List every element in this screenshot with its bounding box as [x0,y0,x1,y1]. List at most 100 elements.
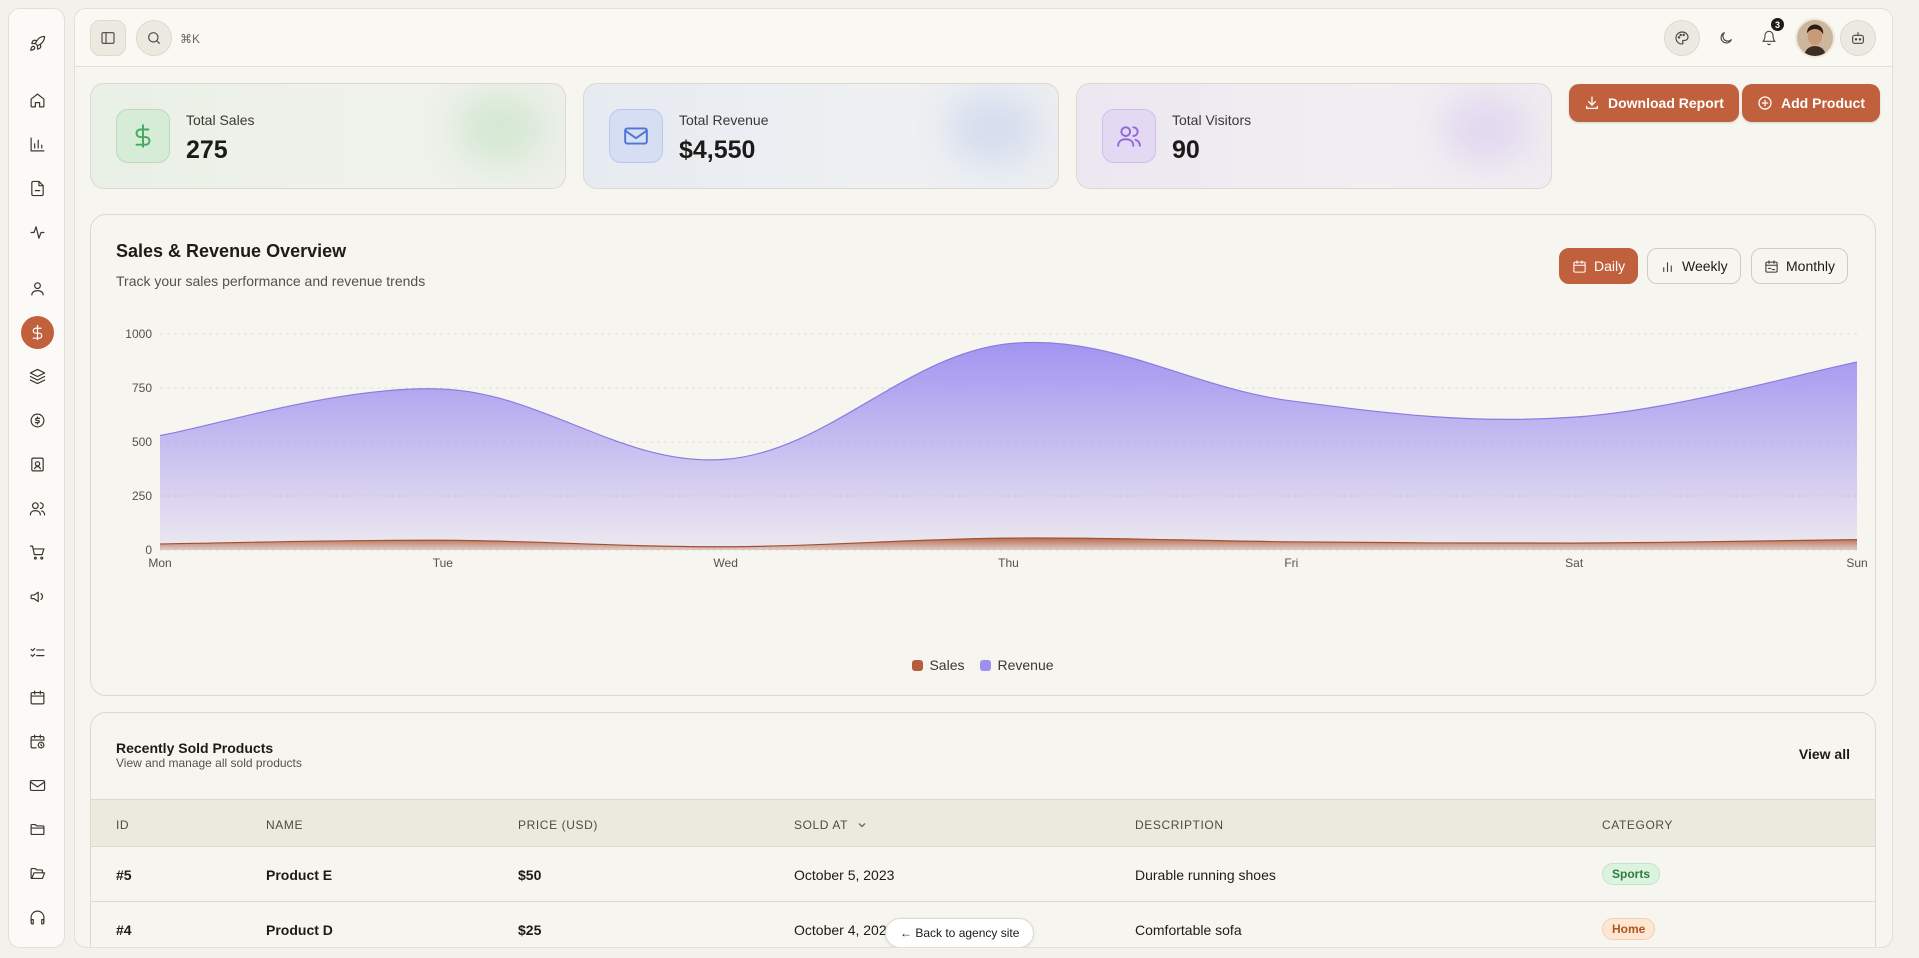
theme-palette-button[interactable] [1664,20,1700,56]
y-tick-label: 250 [132,489,152,503]
chart-title: Sales & Revenue Overview [116,241,347,261]
series-line-sales [159,537,1858,548]
download-report-label: Download Report [1608,95,1724,111]
add-product-label: Add Product [1781,95,1865,111]
headphones-icon [30,910,45,925]
sidebar-item-mail[interactable] [21,769,54,802]
search-button[interactable] [136,20,172,56]
toggle-sidebar-button[interactable] [90,20,126,56]
x-tick-label: Wed [713,556,737,570]
sidebar-item-home[interactable] [21,84,54,117]
stat-glow-decoration [948,94,1038,164]
area-sales [160,537,1857,550]
column-header-sold-at[interactable]: SOLD AT [794,818,868,832]
column-header-category[interactable]: CATEGORY [1602,818,1674,832]
table-row[interactable]: #5 Product E $50 October 5, 2023 Durable… [91,847,1875,902]
y-tick-label: 750 [132,381,152,395]
download-icon [1586,96,1598,109]
moon-icon [1720,32,1732,44]
folder-open-icon [30,867,46,880]
bell-icon [1762,30,1776,46]
column-header-id[interactable]: ID [116,818,130,832]
cell-price: $25 [518,922,542,938]
sidebar [8,8,65,948]
bot-icon [1852,32,1864,44]
sidebar-item-sales[interactable] [21,316,54,349]
sidebar-item-folders[interactable] [21,857,54,890]
toggle-daily-button[interactable]: Daily [1559,248,1639,284]
toggle-weekly-button[interactable]: Weekly [1647,248,1741,284]
assistant-bot-button[interactable] [1840,20,1876,56]
notification-count-badge: 3 [1771,18,1784,31]
stat-label: Total Visitors [1172,112,1252,128]
user-avatar[interactable] [1795,18,1835,58]
cell-price: $50 [518,867,542,883]
sidebar-item-marketing[interactable] [21,580,54,613]
y-tick-label: 500 [132,435,152,449]
sidebar-item-payments[interactable] [21,404,54,437]
download-report-button[interactable]: Download Report [1569,84,1739,122]
column-header-price[interactable]: PRICE (USD) [518,818,598,832]
sidebar-item-tasks[interactable] [21,637,54,670]
column-header-description[interactable]: DESCRIPTION [1135,818,1224,832]
sidebar-item-layers[interactable] [21,360,54,393]
sidebar-item-support[interactable] [21,901,54,934]
sidebar-item-analytics[interactable] [21,128,54,161]
legend-item-sales[interactable]: Sales [912,657,964,673]
legend-label-revenue: Revenue [997,657,1054,673]
folder-icon [30,823,45,836]
toggle-monthly-button[interactable]: Monthly [1751,248,1849,284]
sidebar-item-files[interactable] [21,813,54,846]
sidebar-item-activity[interactable] [21,216,54,249]
legend-label-sales: Sales [929,657,965,673]
mail-icon [624,127,648,145]
coin-icon [30,413,45,428]
stat-glow-decoration [455,94,545,164]
legend-swatch-sales [912,659,924,671]
stat-label: Total Sales [186,112,255,128]
plus-circle-icon [1758,96,1772,110]
sidebar-item-calendar[interactable] [21,681,54,714]
sidebar-panel-icon [101,32,115,44]
category-badge: Home [1602,918,1656,940]
search-shortcut-hint: ⌘K [180,32,201,46]
stat-card-total-sales: Total Sales 275 [90,83,566,189]
id-card-icon [31,457,44,472]
chart-legend: Sales Revenue [91,657,1875,673]
sidebar-item-reports[interactable] [21,172,54,205]
calendar-range-icon [1765,259,1778,273]
activity-icon [30,226,45,239]
view-all-link[interactable]: View all [1798,746,1850,762]
home-icon [30,93,45,108]
stat-value: 90 [1172,136,1200,164]
dark-mode-button[interactable] [1708,20,1744,56]
sidebar-item-schedule[interactable] [21,725,54,758]
palette-icon [1675,31,1689,45]
add-product-button[interactable]: Add Product [1742,84,1880,122]
table-row[interactable]: #4 Product D $25 October 4, 2023 Comfort… [91,902,1875,947]
sidebar-logo-rocket-icon[interactable] [21,27,54,60]
sidebar-item-orders[interactable] [21,536,54,569]
sidebar-item-profile[interactable] [21,272,54,305]
toggle-monthly-label: Monthly [1786,258,1836,274]
cell-id: #5 [116,867,132,883]
area-revenue [160,342,1857,550]
stat-glow-decoration [1441,94,1531,164]
stat-icon-box [116,109,170,163]
category-badge: Sports [1602,863,1661,885]
sidebar-item-contacts[interactable] [21,448,54,481]
calendar-clock-icon [30,734,45,749]
back-to-agency-site-button[interactable]: ← Back to agency site [885,918,1035,947]
search-icon [148,32,160,44]
notifications-button[interactable]: 3 [1751,18,1787,56]
column-header-name[interactable]: NAME [266,818,304,832]
dollar-icon [135,124,151,148]
top-bar: ⌘K 3 [75,9,1892,67]
legend-item-revenue[interactable]: Revenue [980,657,1054,673]
avatar-portrait-icon [1797,20,1833,56]
table-title: Recently Sold Products [116,740,274,756]
cell-name: Product D [266,922,333,938]
sidebar-item-customers[interactable] [21,492,54,525]
users-icon [29,502,46,516]
toggle-weekly-label: Weekly [1682,258,1728,274]
